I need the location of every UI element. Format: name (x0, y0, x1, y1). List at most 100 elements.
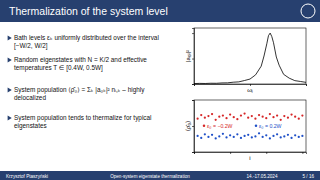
data-point (222, 133, 224, 135)
y-axis-title: ⟨ρ̂₀⟩ (185, 121, 191, 132)
tick-mark (266, 152, 267, 154)
bullet-marker (8, 58, 12, 63)
data-point (207, 115, 209, 117)
data-point (276, 133, 278, 135)
data-point (218, 116, 220, 118)
tick-mark (192, 152, 194, 153)
data-point (269, 137, 271, 139)
data-point (229, 134, 231, 136)
data-point (301, 114, 303, 116)
chart: i ⟨ρ̂₀⟩ ε₀ = −0.2Wε₀ = 0.2W (185, 100, 307, 161)
data-point (196, 118, 198, 120)
tick (266, 152, 267, 154)
tick (230, 152, 231, 154)
data-point (254, 118, 256, 120)
footer-bar (0, 171, 320, 180)
tick (306, 84, 307, 86)
data-point (225, 136, 227, 138)
data-point (211, 134, 213, 136)
data-point (269, 113, 271, 115)
data-point (298, 118, 300, 120)
legend-label: ε₀ = 0.2W (259, 123, 282, 129)
tick (192, 59, 194, 60)
tick-mark (192, 59, 194, 60)
data-point (240, 114, 242, 116)
data-point (272, 116, 274, 118)
data-point (262, 116, 264, 118)
data-point (218, 135, 220, 137)
footer-talk: Open-system eigenstate thermalization (110, 174, 190, 179)
tick (192, 100, 194, 101)
data-point (215, 137, 217, 139)
data-point (283, 115, 285, 117)
data-point (233, 116, 235, 118)
y-axis-title: |a₀ⱼ|² (185, 50, 191, 62)
x-axis (195, 152, 307, 154)
data-point (294, 116, 296, 118)
tick (302, 152, 303, 154)
tick-mark (230, 152, 231, 154)
bullet-text: System population ⟨ρ̂₀⟩ = Σₖ |a₀ₖ|² nᵢ,ₖ… (14, 86, 145, 101)
data-point (290, 113, 292, 115)
data-point (258, 132, 260, 134)
tick-mark (192, 126, 194, 127)
data-point (301, 135, 303, 137)
data-point (236, 133, 238, 135)
data-point (200, 137, 202, 139)
x-axis-title: i (249, 155, 250, 161)
data-point (225, 117, 227, 119)
data-point (280, 136, 282, 138)
plot-area (196, 112, 303, 139)
x-axis (195, 84, 307, 86)
legend: ε₀ = −0.2Wε₀ = 0.2W (203, 123, 282, 129)
data-point (287, 117, 289, 119)
data-point (298, 136, 300, 138)
logo (301, 4, 315, 18)
data-point (265, 117, 267, 119)
data-point (196, 135, 198, 137)
data-point (204, 117, 206, 119)
data-point (204, 133, 206, 135)
data-point (276, 114, 278, 116)
title-bar (0, 0, 320, 22)
tick (250, 84, 251, 86)
data-point (229, 113, 231, 115)
footer-page: 5 / 16 (303, 174, 315, 179)
data-point (247, 134, 249, 136)
axis-line (192, 29, 195, 85)
plot-area (194, 33, 306, 84)
data-point (240, 137, 242, 139)
plot-frame (194, 100, 306, 152)
tick-mark (306, 84, 307, 86)
data-point (290, 137, 292, 139)
bullet-marker (8, 116, 12, 121)
bullet-text: System population tends to thermalize fo… (14, 114, 151, 130)
tick-mark (192, 100, 194, 101)
data-point (287, 134, 289, 136)
bullet-marker (8, 36, 12, 41)
data-point (236, 118, 238, 120)
axis-line (195, 153, 307, 155)
data-line (194, 33, 306, 84)
data-point (254, 135, 256, 137)
tick-mark (192, 84, 194, 85)
footer-author: Krzysztof Ptaszyński (6, 174, 48, 179)
tick (192, 126, 194, 127)
y-axis (192, 101, 195, 153)
data-point (251, 115, 253, 117)
footer-date: 14.-17.05.2024 (247, 174, 278, 179)
data-point (233, 136, 235, 138)
data-point (222, 114, 224, 116)
slide: Thermalization of the system levelBath l… (0, 0, 320, 180)
data-point (243, 135, 245, 137)
data-point (215, 119, 217, 121)
title: Thermalization of the system level (9, 5, 168, 17)
data-point (262, 136, 264, 138)
chart: ωⱼ|a₀ⱼ|² (185, 28, 307, 93)
tick-mark (302, 152, 303, 154)
data-point (272, 135, 274, 137)
tick (192, 152, 194, 153)
tick (192, 84, 194, 85)
plot-frame (194, 28, 306, 84)
data-point (294, 134, 296, 136)
